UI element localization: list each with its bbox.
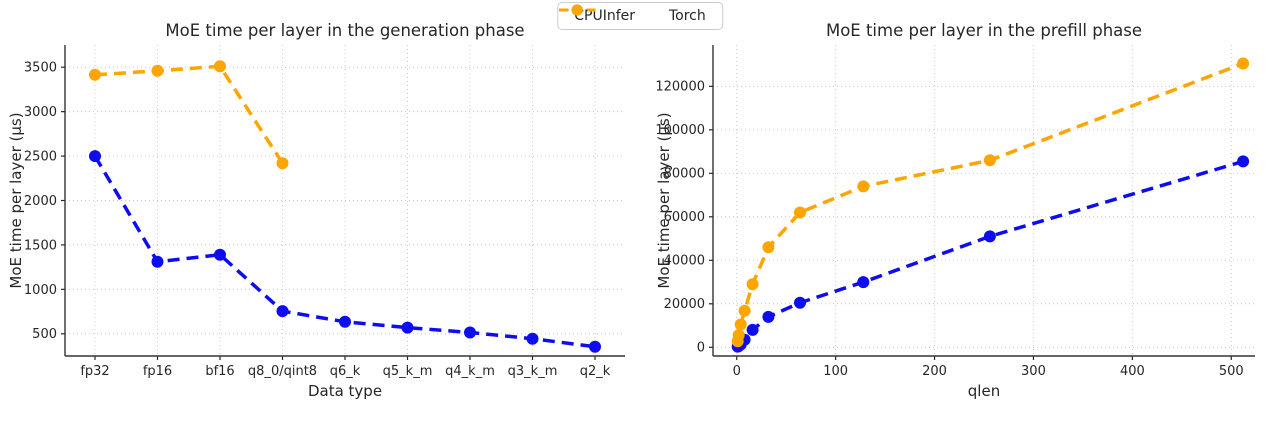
cpuinfer-data-point [589, 340, 601, 353]
cpuinfer-data-point [526, 332, 539, 345]
x-tick-label: fp32 [80, 364, 109, 379]
torch-data-point [732, 329, 745, 342]
torch-data-point [276, 157, 289, 170]
legend-label-cpuinfer: CPUInfer [574, 8, 635, 24]
x-tick-label: 100 [823, 364, 848, 379]
cpuinfer-data-point [746, 323, 759, 336]
torch-data-point [857, 180, 870, 193]
legend-item-torch: Torch [559, 4, 706, 24]
chart-prefill: 0 20000 40000 60000 80000 100000 120000 0 100 200… [655, 21, 1255, 400]
y-tick-label: 1500 [24, 238, 57, 253]
x-axis-label: qlen [968, 382, 1000, 400]
y-tick-label: 2500 [24, 149, 57, 164]
cpuinfer-data-point [214, 248, 226, 261]
y-tick-label: 100000 [655, 123, 705, 138]
x-tick-label: q3_k_m [508, 364, 558, 379]
y-tick-label: 60000 [664, 210, 705, 225]
chart-generation: 500 1000 1500 2000 2500 3000 3500 fp32 fp16 bf16 q… [7, 21, 625, 400]
y-tick-label: 20000 [664, 297, 705, 312]
y-axis-label: MoE time per layer (μs) [655, 112, 673, 288]
torch-data-point [214, 60, 226, 73]
torch-data-point [1237, 57, 1250, 70]
y-tick-label: 3000 [24, 105, 57, 120]
torch-data-point [983, 154, 996, 167]
cpuinfer-data-point [983, 230, 996, 243]
y-tick-label: 3500 [24, 61, 57, 76]
cpuinfer-data-point [151, 255, 164, 268]
cpuinfer-data-point [401, 321, 414, 334]
x-tick-label: 300 [1021, 364, 1046, 379]
x-tick-label: 0 [733, 364, 741, 379]
y-tick-label: 1000 [24, 283, 57, 298]
cpuinfer-data-point [857, 276, 870, 289]
x-tick-label: 200 [922, 364, 947, 379]
legend-label-torch: Torch [669, 8, 706, 24]
torch-data-point [89, 68, 101, 81]
torch-line-marker-icon [559, 4, 596, 16]
cpuinfer-data-point [89, 150, 101, 163]
torch-data-point [151, 64, 164, 77]
y-tick-label: 80000 [664, 167, 705, 182]
torch-data-point [746, 278, 759, 291]
torch-line [735, 61, 1244, 342]
x-tick-label: bf16 [205, 364, 234, 379]
chart-title: MoE time per layer in the prefill phase [826, 21, 1142, 40]
cpuinfer-data-point [464, 326, 476, 339]
x-tick-label: q5_k_m [383, 364, 433, 379]
torch-data-point [738, 304, 751, 317]
cpuinfer-data-point [794, 296, 806, 309]
torch-data-point [762, 241, 775, 254]
cpuinfer-data-point [762, 310, 775, 323]
y-tick-label: 500 [32, 327, 57, 342]
x-tick-label: q6_k [330, 364, 361, 379]
cpuinfer-data-point [276, 305, 289, 318]
x-tick-label: q2_k [580, 364, 611, 379]
x-tick-label: 400 [1120, 364, 1145, 379]
y-tick-label: 2000 [24, 194, 57, 209]
x-tick-label: fp16 [143, 364, 172, 379]
torch-line [94, 64, 284, 165]
legend: CPUInfer Torch [557, 2, 723, 30]
y-axis-label: MoE time per layer (μs) [7, 112, 25, 288]
x-tick-label: 500 [1219, 364, 1244, 379]
chart-title: MoE time per layer in the generation pha… [165, 21, 524, 40]
y-tick-label: 0 [697, 341, 705, 356]
torch-data-point [794, 206, 806, 219]
y-tick-label: 40000 [664, 254, 705, 269]
cpuinfer-line [736, 159, 1244, 349]
y-tick-label: 120000 [655, 80, 705, 95]
cpuinfer-data-point [1237, 155, 1250, 168]
x-tick-label: q4_k_m [445, 364, 495, 379]
x-axis-label: Data type [308, 382, 382, 400]
x-tick-label: q8_0/qint8 [248, 364, 317, 379]
torch-data-point [734, 318, 747, 331]
cpuinfer-data-point [339, 315, 351, 328]
